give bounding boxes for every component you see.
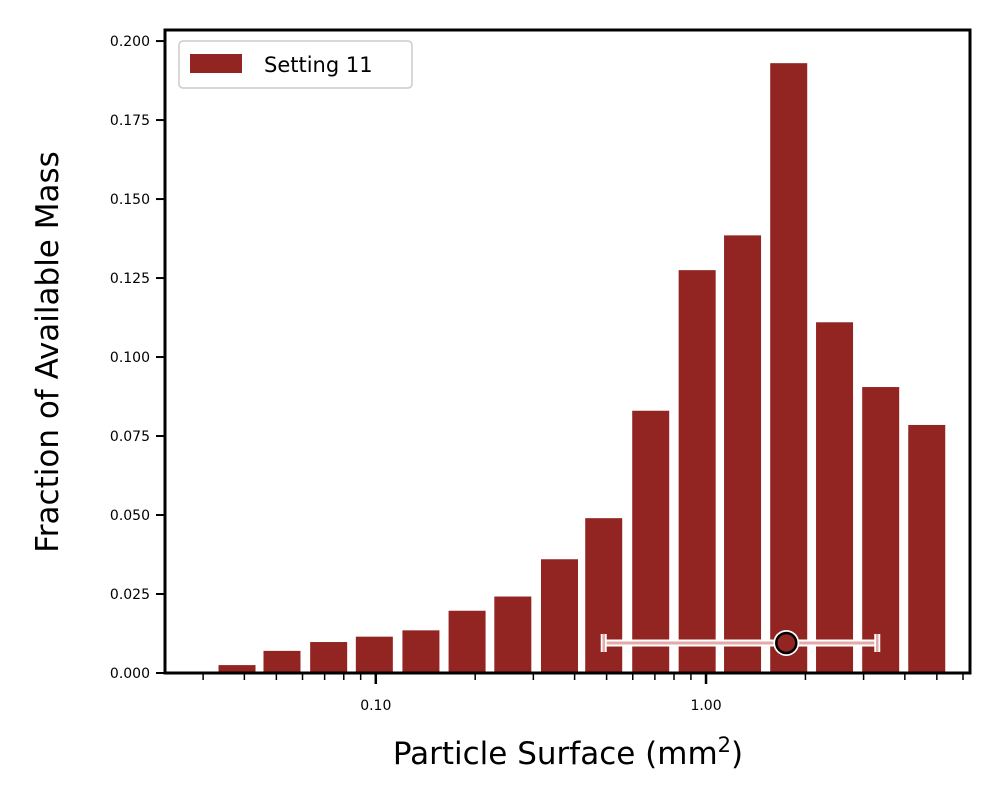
bar [908, 424, 946, 673]
bar-group [218, 63, 946, 674]
summary-marker [775, 631, 798, 655]
legend-swatch [190, 54, 242, 73]
y-tick-label: 0.025 [110, 587, 150, 603]
y-tick-label: 0.200 [110, 34, 150, 50]
bar [770, 63, 808, 674]
y-tick-label: 0.075 [110, 429, 150, 445]
bar [448, 610, 486, 673]
x-tick-label: 1.00 [690, 698, 721, 714]
bar [402, 630, 440, 673]
x-axis-label: Particle Surface (mm2) [393, 733, 743, 772]
y-axis-label: Fraction of Available Mass [30, 151, 66, 553]
bar [816, 322, 854, 673]
y-axis-ticks: 0.000 0.025 0.050 0.075 0.100 0.125 0.150 0.175… [110, 34, 165, 682]
bar [494, 596, 532, 673]
bar [355, 636, 393, 673]
y-tick-label: 0.175 [110, 113, 150, 129]
x-tick-label: 0.10 [360, 698, 391, 714]
y-tick-label: 0.125 [110, 271, 150, 287]
bar [218, 665, 256, 673]
bar [724, 235, 762, 673]
plot-frame [163, 28, 972, 675]
y-tick-label: 0.050 [110, 508, 150, 524]
legend: Setting 11 [178, 40, 413, 89]
legend-box [178, 40, 413, 89]
bar [310, 642, 348, 673]
bar [263, 650, 301, 673]
bar [862, 387, 900, 673]
y-tick-label: 0.000 [110, 666, 150, 682]
summary-marker-group [600, 629, 881, 656]
bar [678, 270, 716, 673]
bar [632, 410, 670, 673]
y-tick-label: 0.100 [110, 350, 150, 366]
y-tick-label: 0.150 [110, 192, 150, 208]
bar [540, 559, 578, 673]
legend-label: Setting 11 [264, 53, 373, 77]
x-axis-ticks: 0.10 1.00 [202, 673, 964, 714]
